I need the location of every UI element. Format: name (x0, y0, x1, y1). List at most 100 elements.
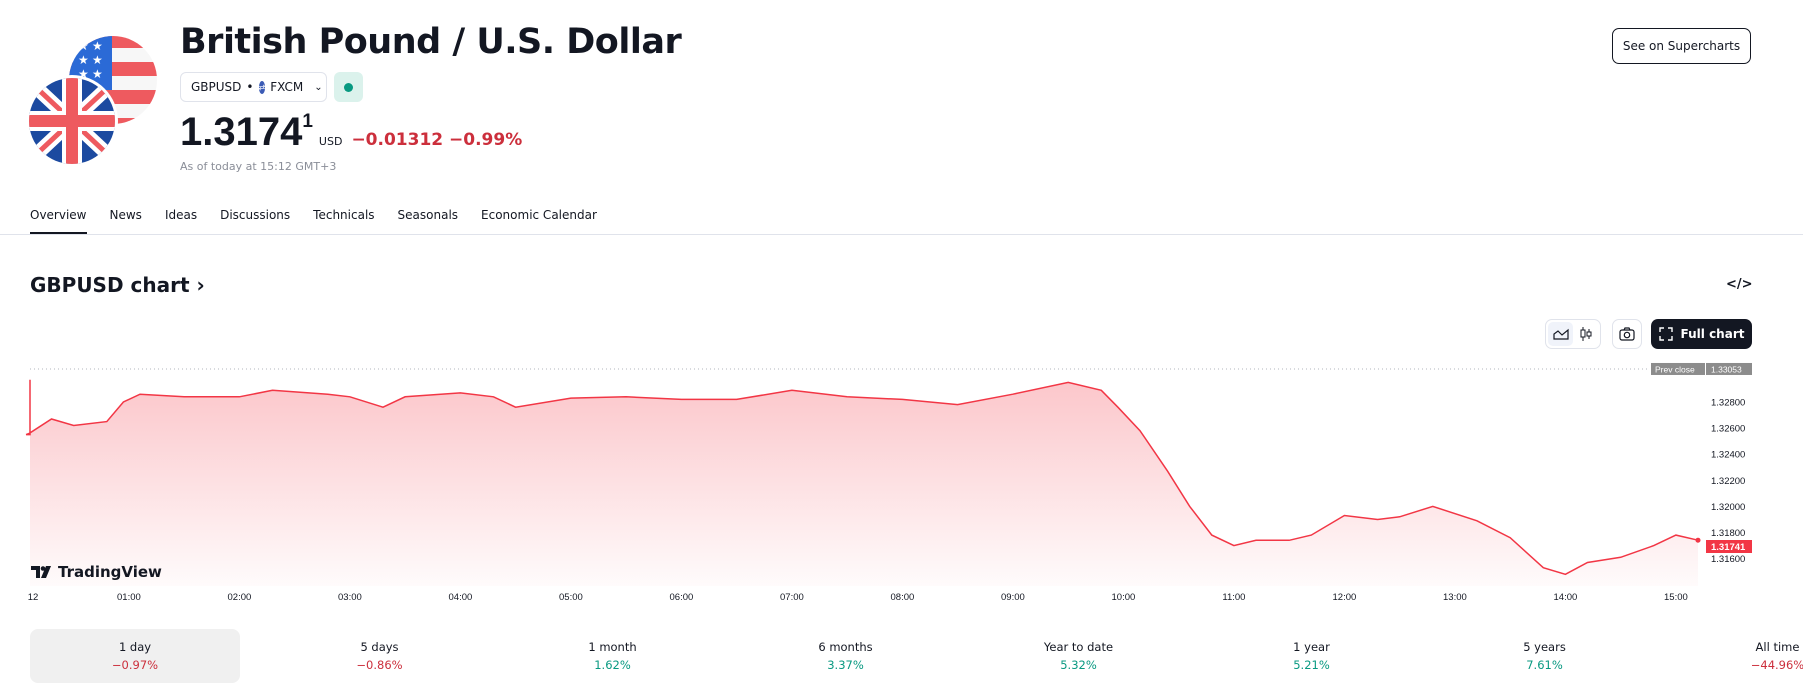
svg-text:★: ★ (92, 39, 103, 53)
y-tick-label: 1.32800 (1711, 398, 1745, 409)
embed-code-icon[interactable]: </> (1726, 277, 1753, 292)
period-1-year[interactable]: 1 year 5.21% (1195, 629, 1428, 683)
tab-discussions[interactable]: Discussions (220, 208, 291, 222)
snapshot-button[interactable] (1612, 319, 1642, 349)
last-price-label-bg (1706, 540, 1752, 553)
tab-technicals[interactable]: Technicals (313, 208, 375, 222)
as-of-timestamp: As of today at 15:12 GMT+3 (180, 160, 337, 173)
page-title: British Pound / U.S. Dollar (180, 22, 682, 62)
last-price-label: 1.31741 (1711, 542, 1746, 553)
x-tick-label: 13:00 (1443, 592, 1467, 603)
x-tick-label: 11:00 (1222, 592, 1245, 603)
last-price-dot (1695, 537, 1701, 543)
tab-bar: Overview News Ideas Discussions Technica… (30, 208, 620, 234)
y-tick-label: 1.32000 (1711, 502, 1745, 513)
x-tick-label: 08:00 (891, 592, 915, 603)
period-label: 1 month (588, 640, 637, 654)
svg-text:★: ★ (78, 67, 89, 81)
last-price: 1.31741 (180, 110, 313, 155)
currency-flags-icon: ★ ★ ★ ★ ★ ★ (26, 36, 157, 166)
price-currency: USD (318, 135, 343, 148)
period-label: 5 days (360, 640, 399, 654)
prev-close-label: Prev close (1655, 364, 1695, 374)
price-row: 1.31741 USD −0.01312 −0.99% (180, 110, 522, 155)
x-tick-label: 12:00 (1333, 592, 1357, 603)
x-tick-label: 02:00 (228, 592, 252, 603)
period-label: 1 day (118, 640, 152, 654)
chevron-down-icon: ⌄ (314, 81, 323, 93)
price-main: 1.3174 (180, 110, 303, 154)
tradingview-logo-text: TradingView (58, 563, 162, 581)
period-1-day[interactable]: 1 day −0.97% (30, 629, 240, 683)
x-tick-label: 04:00 (449, 592, 473, 603)
exchange-label: FXCM (270, 80, 304, 94)
x-tick-label: 01:00 (117, 592, 141, 603)
y-tick-label: 1.31600 (1711, 554, 1745, 565)
area-chart-button[interactable] (1548, 322, 1573, 346)
period-label: Year to date (1043, 640, 1114, 654)
market-status-badge[interactable] (334, 72, 363, 102)
tradingview-logo-icon (31, 566, 51, 578)
svg-text:★: ★ (92, 67, 103, 81)
tab-news[interactable]: News (109, 208, 142, 222)
period-label: 5 years (1523, 640, 1566, 654)
x-tick-label: 10:00 (1112, 592, 1136, 603)
period-label: 6 months (818, 640, 873, 654)
symbol-label: GBPUSD (191, 80, 242, 94)
y-tick-label: 1.32200 (1711, 476, 1745, 487)
period-change: 7.61% (1526, 658, 1563, 672)
candlestick-icon (1580, 327, 1591, 341)
chart-title-link[interactable]: GBPUSD chart › (30, 273, 205, 297)
period-5-days[interactable]: 5 days −0.86% (263, 629, 496, 683)
svg-text:★: ★ (92, 53, 103, 67)
full-chart-label: Full chart (1680, 327, 1745, 341)
chevron-right-icon: › (196, 273, 205, 297)
tab-ideas[interactable]: Ideas (164, 208, 198, 222)
price-pip: 1 (302, 110, 313, 132)
prev-close-value: 1.33053 (1711, 364, 1742, 374)
camera-icon (1619, 327, 1635, 341)
x-tick-label: 15:00 (1664, 592, 1688, 603)
area-chart-icon (1552, 328, 1569, 340)
x-tick-label: 05:00 (559, 592, 583, 603)
full-chart-button[interactable]: Full chart (1651, 319, 1752, 349)
svg-text:★: ★ (78, 53, 89, 67)
x-tick-label: 12 (28, 592, 39, 603)
x-tick-label: 07:00 (780, 592, 804, 603)
symbol-exchange-selector[interactable]: GBPUSD • ⇄ FXCM ⌄ (180, 72, 327, 102)
x-tick-label: 06:00 (670, 592, 694, 603)
prev-close-label-bg (1651, 362, 1705, 375)
divider (0, 234, 1803, 235)
x-tick-label: 09:00 (1001, 592, 1025, 603)
x-tick-label: 14:00 (1554, 592, 1578, 603)
tab-overview[interactable]: Overview (30, 208, 87, 234)
tradingview-logo: TradingView (31, 563, 162, 581)
period-label: All time (1755, 640, 1800, 654)
fullscreen-icon (1658, 327, 1673, 341)
period-change: −0.86% (356, 658, 403, 672)
chart-title: GBPUSD chart (30, 273, 190, 297)
tab-seasonals[interactable]: Seasonals (397, 208, 459, 222)
period-all-time[interactable]: All time −44.96% (1661, 629, 1803, 683)
period-5-years[interactable]: 5 years 7.61% (1428, 629, 1661, 683)
period-change: −44.96% (1750, 658, 1803, 672)
period-6-months[interactable]: 6 months 3.37% (729, 629, 962, 683)
period-change: 3.37% (827, 658, 864, 672)
see-on-supercharts-button[interactable]: See on Supercharts (1612, 28, 1751, 64)
period-1-month[interactable]: 1 month 1.62% (496, 629, 729, 683)
candles-chart-button[interactable] (1573, 322, 1598, 346)
period-label: 1 year (1293, 640, 1330, 654)
performance-periods: 1 day −0.97% 5 days −0.86% 1 month 1.62% 6 mon… (30, 629, 1803, 683)
tab-economic-calendar[interactable]: Economic Calendar (481, 208, 597, 222)
period-change: 5.32% (1060, 658, 1097, 672)
price-area-fill (26, 382, 1699, 586)
period-change: −0.97% (111, 658, 159, 672)
period-year-to-date[interactable]: Year to date 5.32% (962, 629, 1195, 683)
x-tick-label: 03:00 (338, 592, 362, 603)
period-change: 5.21% (1293, 658, 1330, 672)
y-tick-label: 1.32600 (1711, 424, 1745, 435)
price-change: −0.01312 −0.99% (351, 130, 523, 150)
period-change: 1.62% (594, 658, 631, 672)
market-open-dot-icon (344, 82, 353, 92)
